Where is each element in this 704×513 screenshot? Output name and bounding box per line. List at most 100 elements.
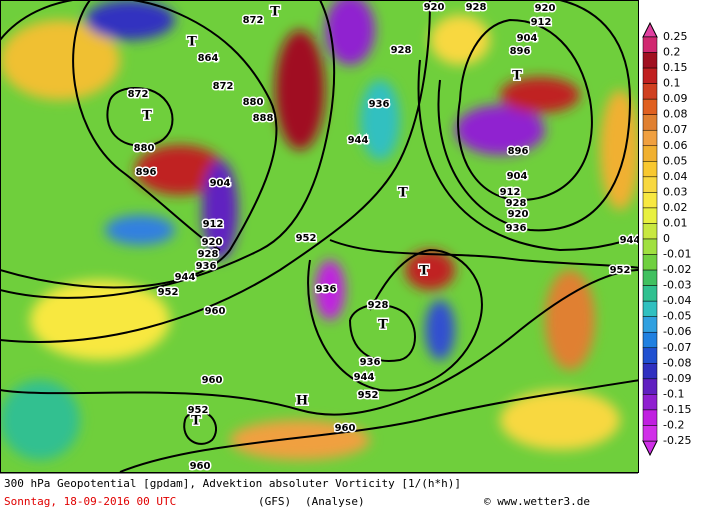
contour-label: 920 [535,3,556,14]
pressure-center: T [191,414,201,429]
contour-label: 960 [202,375,223,386]
footer-date: Sonntag, 18-09-2016 00 UTC [4,495,176,508]
vorticity-field [0,0,638,460]
contour-label: 880 [134,143,155,154]
legend-swatch [642,254,658,271]
legend-label: 0.07 [663,123,688,136]
legend-swatch [642,409,658,426]
legend-swatch [642,223,658,240]
legend-swatch [642,207,658,224]
legend-label: -0.08 [663,356,691,369]
legend-label: -0.04 [663,294,691,307]
contour-label: 872 [213,81,234,92]
legend-swatch [642,161,658,178]
contour-label: 952 [296,233,317,244]
legend-label: -0.06 [663,325,691,338]
footer-model: (GFS) [258,495,291,508]
legend-swatch [642,114,658,131]
pressure-center: T [398,186,408,201]
geopotential-contours [0,0,638,472]
legend-swatch [642,425,658,442]
contour-label: 896 [510,46,531,57]
legend-label: 0.04 [663,170,688,183]
contour-label: 952 [358,390,379,401]
footer-credit: © www.wetter3.de [484,495,590,508]
legend-label: 0.03 [663,185,688,198]
color-legend: 0.25 0.2 0.15 0.1 0.09 0.08 0.07 0.06 0.05 0.04 0.… [642,21,691,457]
legend-label: 0.08 [663,108,688,121]
legend-label: 0 [663,232,670,245]
legend-label: 0.01 [663,216,688,229]
pressure-center: T [270,5,280,20]
contour-label: 936 [506,223,527,234]
legend-swatch [642,347,658,364]
legend-swatch [642,67,658,84]
contour-label: 896 [508,146,529,157]
pressure-center: T [142,109,152,124]
pressure-center: T [512,69,522,84]
legend-arrow-top [642,21,658,38]
pressure-center: T [187,35,197,50]
legend-swatch [642,331,658,349]
contour-label: 904 [210,178,231,189]
contour-label: 936 [369,99,390,110]
legend-label: 0.15 [663,61,688,74]
contour-label: 944 [348,135,369,146]
legend-swatch [642,52,658,69]
legend-label: -0.1 [663,387,684,400]
legend-swatch [642,316,658,333]
legend-label: 0.06 [663,139,688,152]
contour-label: 960 [190,461,211,472]
legend-label: -0.25 [663,434,691,447]
contour-label: 936 [196,261,217,272]
legend-label: -0.09 [663,372,691,385]
legend-swatch [642,192,658,209]
legend-swatch [642,285,658,302]
pressure-center: T [419,264,429,279]
contour-label: 944 [620,235,641,246]
legend-label: -0.03 [663,279,691,292]
contour-label: 960 [205,306,226,317]
legend-label: -0.2 [663,418,684,431]
pressure-center: H [296,394,308,409]
legend-swatch [642,363,658,380]
contour-label: 944 [175,272,196,283]
contour-label: 896 [136,167,157,178]
contour-label: 872 [243,15,264,26]
legend-label: -0.01 [663,248,691,261]
legend-swatch [642,378,658,395]
legend-label: 0.09 [663,92,688,105]
contour-label: 936 [316,284,337,295]
legend-swatch [642,98,658,115]
contour-label: 888 [253,113,274,124]
legend-label: -0.07 [663,341,691,354]
contour-label: 880 [243,97,264,108]
legend-swatch [642,238,658,255]
contour-label: 928 [391,45,412,56]
legend-swatch [642,145,658,162]
legend-label: 0.02 [663,201,688,214]
contour-label: 928 [466,2,487,13]
contour-label: 936 [360,357,381,368]
legend-label: 0.1 [663,77,681,90]
legend-label: 0.25 [663,30,688,43]
legend-swatch [642,83,658,100]
footer-title: 300 hPa Geopotential [gpdam], Advektion … [4,477,461,490]
contour-label: 928 [506,198,527,209]
legend-swatch [642,394,658,411]
contour-label: 912 [203,219,224,230]
legend-label: 0.05 [663,154,688,167]
contour-label: 952 [188,405,209,416]
contour-label: 952 [610,265,631,276]
contour-label: 952 [158,287,179,298]
contour-label: 920 [424,2,445,13]
contour-label: 928 [198,249,219,260]
contour-label: 920 [508,209,529,220]
contour-label: 928 [368,300,389,311]
footer-run: (Analyse) [305,495,365,508]
contour-label: 920 [202,237,223,248]
legend-label: -0.15 [663,403,691,416]
